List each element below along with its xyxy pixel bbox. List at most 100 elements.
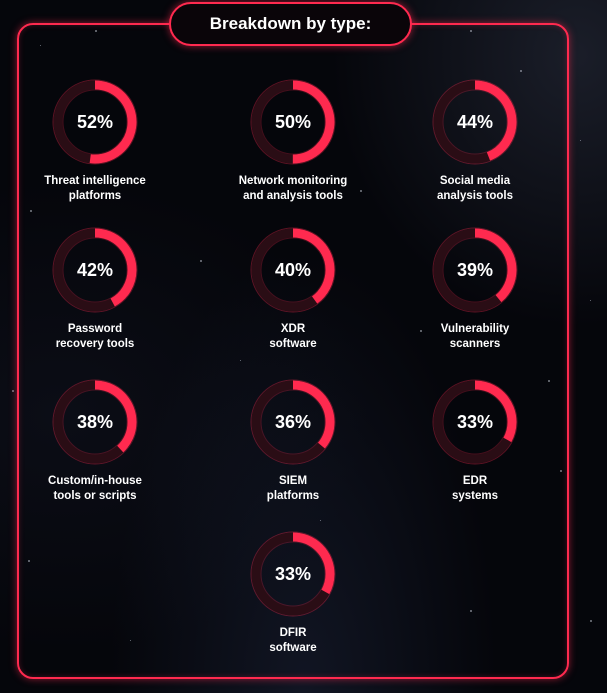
donut-item: 52% Threat intelligence platforms: [20, 78, 170, 223]
donut-inner-outline: [62, 389, 128, 455]
donut-outline: [250, 531, 336, 617]
donut-inner-outline: [260, 389, 326, 455]
donut-ring: [431, 226, 519, 314]
category-label-line: DFIR: [279, 627, 307, 639]
donut-category-label: Social media analysis tools: [400, 174, 550, 204]
donut-percent-label: 33%: [274, 563, 312, 584]
category-label-line: scanners: [449, 338, 501, 350]
donut-value-arc: [251, 532, 335, 616]
star-dot: [580, 140, 581, 141]
category-label-line: Social media: [439, 175, 511, 187]
donut-item: 44% Social media analysis tools: [400, 78, 550, 223]
star-dot: [590, 300, 591, 301]
donut-ring: [249, 378, 337, 466]
donut-item: 42% Password recovery tools: [20, 226, 170, 371]
donut-percent-label: 36%: [274, 411, 312, 432]
category-label-line: analysis tools: [436, 190, 514, 202]
star-dot: [200, 260, 202, 262]
category-label-line: Password: [67, 323, 123, 335]
category-label-line: EDR: [462, 475, 488, 487]
donut-outline: [52, 79, 138, 165]
star-dot: [30, 210, 32, 212]
donut-outline: [250, 227, 336, 313]
donut-value-arc: [53, 80, 137, 164]
donut-value-arc: [251, 80, 335, 164]
donut-inner-outline: [62, 237, 128, 303]
donut-ring: [431, 78, 519, 166]
star-dot: [470, 610, 472, 612]
star-dot: [360, 190, 362, 192]
star-dot: [520, 70, 522, 72]
category-label-line: platforms: [266, 490, 320, 502]
donut-value-arc: [53, 380, 137, 464]
donut-svg: [52, 379, 138, 465]
category-label-line: recovery tools: [55, 338, 135, 350]
donut-category-label: Custom/in-house tools or scripts: [20, 474, 170, 504]
category-label-line: systems: [451, 490, 499, 502]
donut-ring: [249, 530, 337, 618]
category-label-line: SIEM: [278, 475, 308, 487]
star-dot: [590, 620, 592, 622]
star-dot: [320, 520, 321, 521]
donut-svg: [52, 79, 138, 165]
donut-svg: [432, 227, 518, 313]
donut-outline: [250, 379, 336, 465]
donut-item: 38% Custom/in-house tools or scripts: [20, 378, 170, 523]
donut-percent-label: 50%: [274, 111, 312, 132]
donut-inner-outline: [260, 89, 326, 155]
category-label-line: platforms: [68, 190, 122, 202]
donut-ring: [249, 226, 337, 314]
star-dot: [420, 330, 422, 332]
donut-inner-outline: [62, 89, 128, 155]
donut-percent-label: 42%: [76, 259, 114, 280]
donut-item: 36% SIEM platforms: [218, 378, 368, 523]
donut-outline: [432, 227, 518, 313]
donut-svg: [250, 79, 336, 165]
star-dot: [548, 380, 550, 382]
donut-ring: [51, 78, 139, 166]
category-label-line: Threat intelligence: [44, 175, 146, 187]
category-label-line: XDR: [280, 323, 306, 335]
donut-category-label: DFIR software: [218, 626, 368, 656]
donut-item: 33% DFIR software: [218, 530, 368, 675]
star-dot: [12, 390, 14, 392]
donut-item: 50% Network monitoring and analysis tools: [218, 78, 368, 223]
donut-percent-label: 44%: [456, 111, 494, 132]
chart-title: Breakdown by type:: [209, 14, 372, 33]
star-dot: [28, 560, 30, 562]
donut-percent-label: 33%: [456, 411, 494, 432]
star-dot: [240, 360, 241, 361]
category-label-line: software: [269, 642, 317, 654]
donut-inner-outline: [442, 237, 508, 303]
donut-value-arc: [251, 380, 335, 464]
donut-outline: [432, 379, 518, 465]
donut-svg: [250, 531, 336, 617]
donut-outline: [432, 79, 518, 165]
donut-inner-outline: [260, 237, 326, 303]
donut-svg: [250, 227, 336, 313]
donut-category-label: SIEM platforms: [218, 474, 368, 504]
category-label-line: software: [269, 338, 317, 350]
donut-category-label: Network monitoring and analysis tools: [218, 174, 368, 204]
category-label-line: Vulnerability: [440, 323, 510, 335]
donut-percent-label: 40%: [274, 259, 312, 280]
star-dot: [40, 45, 41, 46]
donut-svg: [432, 379, 518, 465]
donut-value-arc: [433, 380, 517, 464]
donut-percent-label: 38%: [76, 411, 114, 432]
donut-value-arc: [251, 228, 335, 312]
donut-value-arc: [433, 228, 517, 312]
star-dot: [130, 640, 131, 641]
donut-svg: [52, 227, 138, 313]
donut-outline: [52, 227, 138, 313]
donut-percent-label: 39%: [456, 259, 494, 280]
donut-category-label: Threat intelligence platforms: [20, 174, 170, 204]
donut-value-arc: [433, 80, 517, 164]
star-dot: [470, 30, 472, 32]
donut-svg: [432, 79, 518, 165]
donut-item: 39% Vulnerability scanners: [400, 226, 550, 371]
donut-inner-outline: [442, 89, 508, 155]
donut-ring: [51, 378, 139, 466]
donut-item: 33% EDR systems: [400, 378, 550, 523]
